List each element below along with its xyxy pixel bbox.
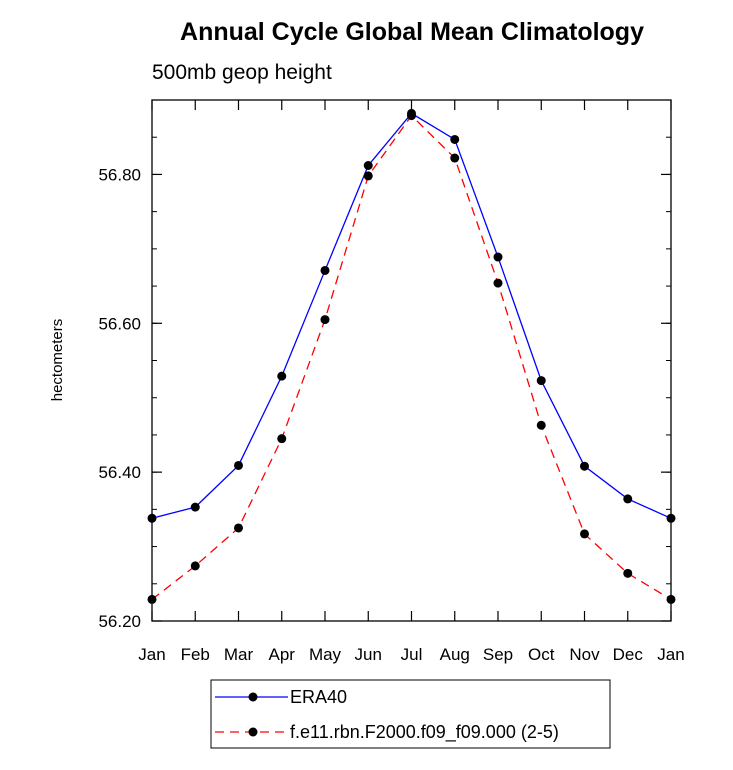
x-tick-label: Apr (269, 645, 296, 664)
data-point-model (234, 523, 243, 533)
legend-marker-model (248, 727, 258, 737)
y-tick-label: 56.80 (98, 165, 141, 184)
y-tick-label: 56.40 (98, 463, 141, 482)
data-point-era40 (277, 371, 287, 381)
data-point-era40 (493, 252, 503, 262)
data-point-era40 (623, 494, 633, 504)
x-tick-label: Aug (440, 645, 470, 664)
plot-area-frame (151, 99, 672, 622)
x-tick-label: Dec (613, 645, 644, 664)
legend-box (210, 679, 611, 749)
data-point-model (147, 594, 157, 604)
series-line-model (151, 114, 672, 600)
data-point-era40 (234, 460, 243, 470)
x-tick-label: Nov (569, 645, 600, 664)
data-point-model (493, 278, 503, 288)
data-point-model (623, 568, 633, 578)
legend-marker-era40 (248, 692, 258, 702)
x-tick-label: Feb (181, 645, 210, 664)
data-point-era40 (363, 160, 373, 170)
legend: ERA40 f.e11.rbn.F2000.f09_f09.000 (2-5) (210, 679, 611, 749)
data-point-model (190, 561, 200, 571)
y-axis-label: hectometers (49, 319, 66, 402)
x-tick-label: Jan (138, 645, 165, 664)
chart-title: Annual Cycle Global Mean Climatology (180, 18, 644, 46)
data-point-model (277, 434, 287, 444)
y-tick-label: 56.60 (98, 314, 141, 333)
data-point-model (363, 171, 373, 181)
data-point-era40 (666, 513, 676, 523)
x-tick-label: May (309, 645, 342, 664)
data-point-model (666, 594, 676, 604)
data-point-era40 (536, 376, 546, 386)
series-layer (147, 108, 676, 604)
x-tick-label: Jun (355, 645, 382, 664)
x-tick-label: Sep (483, 645, 513, 664)
ticks-layer: Jan Feb Mar Apr May Jun Jul Aug Sep Oct Nov Dec Jan 5… (98, 99, 685, 664)
data-point-model (536, 420, 546, 430)
data-point-era40 (147, 513, 157, 523)
series-line-era40 (151, 112, 672, 519)
data-point-era40 (450, 134, 460, 144)
data-point-model (580, 529, 589, 539)
x-tick-label: Oct (528, 645, 555, 664)
data-point-model (450, 153, 460, 163)
y-tick-label: 56.20 (98, 612, 141, 631)
data-point-era40 (190, 502, 200, 512)
data-point-model (407, 111, 416, 121)
data-point-era40 (320, 265, 330, 275)
legend-label-era40: ERA40 (290, 687, 347, 707)
data-point-era40 (580, 461, 589, 471)
x-tick-label: Mar (224, 645, 254, 664)
legend-label-model: f.e11.rbn.F2000.f09_f09.000 (2-5) (290, 722, 559, 743)
x-tick-label: Jan (657, 645, 684, 664)
data-point-model (320, 315, 330, 325)
chart-subtitle: 500mb geop height (152, 61, 332, 84)
x-tick-label: Jul (401, 645, 423, 664)
